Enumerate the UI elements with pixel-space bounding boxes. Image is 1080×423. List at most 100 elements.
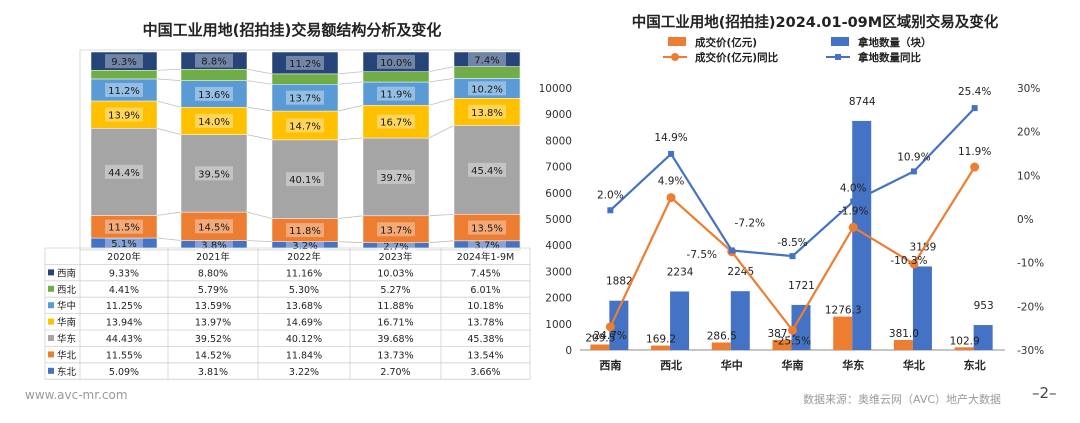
table-legend-swatch [48, 285, 54, 292]
table-legend-swatch [48, 351, 54, 358]
table-cell: 11.55% [106, 350, 142, 361]
series-connector-line [156, 237, 182, 241]
left-y-tick-label: 6000 [545, 188, 572, 200]
table-cell: 44.43% [106, 334, 142, 345]
table-cell: 39.68% [377, 334, 413, 345]
bar-price [651, 345, 671, 350]
bar-segment-华东 [271, 139, 339, 219]
table-header-cell: 2023年 [379, 251, 413, 263]
bar-data-label: 39.5% [198, 169, 230, 180]
table-cell: 9.33% [109, 268, 139, 279]
right-y-tick-label: 20% [1017, 127, 1040, 139]
right-y-tick-label: 0% [1017, 214, 1034, 226]
bar-data-label: 13.7% [289, 94, 321, 105]
count-yoy-marker [668, 150, 675, 157]
data-label-bg [377, 222, 415, 237]
count-bar-label: 2245 [727, 266, 754, 278]
series-connector-line [428, 124, 455, 139]
bar-data-label: 3.2% [292, 241, 317, 252]
bar-data-label: 45.4% [471, 166, 503, 177]
table-cell: 3.22% [289, 367, 319, 378]
bar-segment-华南 [90, 100, 158, 129]
table-header-cell: 2022年 [287, 251, 321, 263]
bar-segment-西北 [90, 70, 158, 80]
bar-data-label: 14.0% [198, 117, 230, 128]
bar-data-label: 13.5% [471, 224, 503, 235]
count-bar-label: 8744 [849, 96, 876, 108]
table-cell: 13.73% [377, 350, 413, 361]
table-cell: 10.18% [467, 301, 503, 312]
table-row-header: 华北 [57, 349, 77, 361]
series-connector-line [246, 134, 273, 141]
bar-segment-华中 [271, 84, 339, 112]
bar-data-label: 11.5% [108, 223, 140, 234]
table-cell: 5.09% [109, 367, 139, 378]
x-category-label: 华东 [842, 358, 864, 372]
table-cell: 13.94% [106, 318, 142, 329]
bar-data-label: 39.7% [380, 173, 412, 184]
price-bar-label: 102.9 [950, 335, 980, 347]
price-bar-label: 209.5 [585, 333, 615, 345]
data-label-bg [286, 90, 324, 105]
table-cell: 3.66% [470, 367, 500, 378]
count-bar-label: 1721 [788, 280, 815, 292]
table-cell: 11.84% [286, 350, 322, 361]
table-cell: 13.68% [286, 301, 322, 312]
left-chart-title: 中国工业用地(招拍挂)交易额结构分析及变化 [143, 21, 442, 39]
table-cell: 16.71% [377, 318, 413, 329]
series-connector-line [156, 127, 182, 136]
data-label-bg [286, 55, 324, 70]
legend-label: 拿地数量（块） [857, 36, 932, 49]
legend-label: 拿地数量同比 [857, 51, 921, 64]
series-connector-line [428, 97, 455, 106]
bar-data-label: 11.8% [289, 226, 321, 237]
data-label-bg [377, 54, 415, 69]
bar-data-label: 9.3% [111, 57, 136, 68]
price-yoy-label: -25.5% [774, 335, 811, 347]
table-legend-swatch [48, 318, 54, 325]
bar-segment-华东 [453, 125, 521, 215]
bar-data-label: 11.2% [108, 86, 140, 97]
x-category-label: 西北 [660, 358, 682, 372]
data-label-bg [195, 53, 233, 68]
table-cell: 39.52% [195, 334, 231, 345]
table-header-cell: 2020年 [107, 251, 141, 263]
table-cell: 13.54% [467, 350, 503, 361]
data-label-bg [468, 81, 506, 96]
table-row-header: 华南 [57, 317, 76, 329]
table-legend-swatch [48, 269, 54, 276]
bar-count [609, 300, 629, 350]
price-bar-label: 381.0 [889, 328, 919, 340]
data-label-bg [468, 104, 506, 119]
price-yoy-marker [666, 193, 676, 203]
table-row-header: 西北 [57, 285, 77, 296]
table-legend-swatch [48, 335, 54, 341]
table-cell: 2.70% [380, 367, 410, 378]
table-row-header: 东北 [57, 366, 77, 378]
bar-data-label: 10.0% [380, 58, 412, 69]
count-yoy-marker [850, 198, 857, 205]
count-yoy-label: 25.4% [958, 86, 991, 98]
series-connector-line [428, 240, 455, 244]
count-yoy-label: -7.2% [735, 217, 765, 229]
bar-data-label: 2.7% [383, 241, 408, 252]
bar-segment-华东 [362, 137, 430, 217]
table-header-cell: 2021年 [196, 251, 230, 263]
bar-segment-西南 [362, 51, 430, 72]
x-category-label: 东北 [964, 358, 986, 372]
table-cell: 40.12% [286, 334, 322, 345]
bar-price [590, 344, 610, 350]
series-connector-line [337, 104, 364, 112]
left-y-tick-label: 3000 [545, 266, 572, 278]
bar-data-label: 44.4% [108, 168, 140, 179]
bar-segment-华南 [362, 105, 430, 139]
bar-data-label: 8.8% [201, 57, 226, 68]
series-connector-line [246, 68, 273, 75]
count-yoy-label: -8.5% [777, 237, 807, 249]
price-yoy-label: 4.9% [658, 176, 685, 188]
price-yoy-marker [605, 322, 615, 332]
table-legend-swatch [48, 367, 54, 374]
data-label-bg [286, 223, 324, 238]
left-y-tick-label: 4000 [545, 240, 572, 252]
